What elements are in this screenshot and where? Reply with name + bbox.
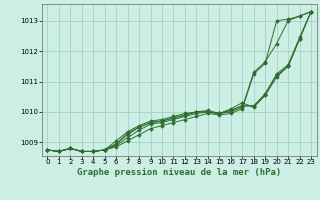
X-axis label: Graphe pression niveau de la mer (hPa): Graphe pression niveau de la mer (hPa) [77, 168, 281, 177]
